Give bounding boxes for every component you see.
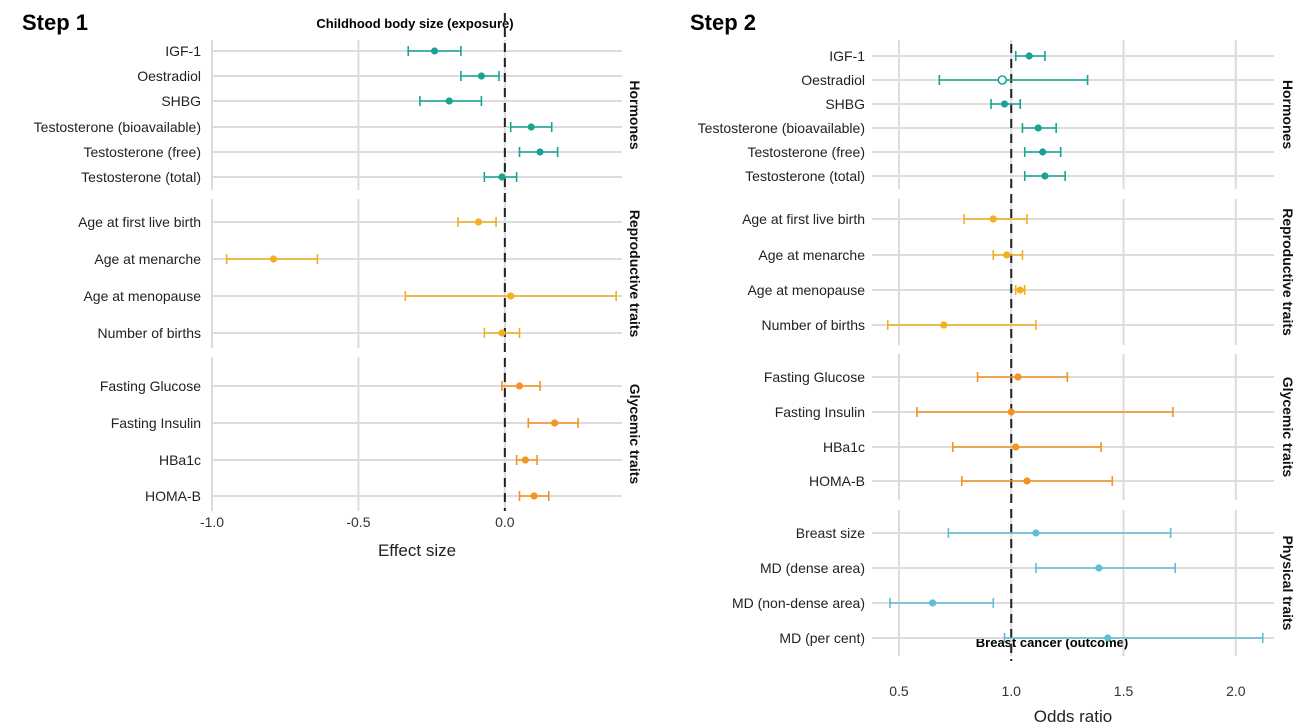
step-2-reproductive-traits-age-at-first-live-birth-label: Age at first live birth	[742, 211, 865, 227]
step-2-hormones-testosterone-bioavailable-point	[1034, 124, 1042, 132]
step-2-hormones-testosterone-free-label: Testosterone (free)	[748, 144, 866, 160]
step-2-reproductive-traits-age-at-menopause-point	[1016, 286, 1024, 294]
step-1-hormones-igf-1-point	[430, 47, 439, 55]
step-2-reproductive-traits-group-label: Reproductive traits	[1280, 208, 1296, 336]
step-1-hormones-testosterone-total-label: Testosterone (total)	[81, 169, 201, 185]
step-1-x-tick-label: -0.5	[346, 514, 370, 530]
step-1-hormones-shbg-label: SHBG	[161, 93, 201, 109]
step-2-hormones-group-label: Hormones	[1280, 80, 1296, 149]
step-2-physical-traits-md-dense-area-label: MD (dense area)	[760, 560, 865, 576]
step-2-glycemic-traits-hba1c-point	[1012, 443, 1020, 451]
step-2-physical-traits-md-non-dense-area-label: MD (non-dense area)	[732, 595, 865, 611]
step-1-title: Step 1	[22, 10, 89, 35]
step-2-x-tick-label: 0.5	[889, 683, 909, 699]
step-2-hormones-igf-1-label: IGF-1	[829, 48, 865, 64]
step-2-glycemic-traits-homa-b-label: HOMA-B	[809, 473, 865, 489]
step-1-hormones-testosterone-total-point	[498, 173, 506, 181]
step-2-hormones-igf-1-point	[1025, 52, 1033, 60]
step-2-reproductive-traits-age-at-first-live-birth-point	[989, 215, 997, 223]
step-1-glycemic-traits-homa-b-label: HOMA-B	[145, 488, 201, 504]
step-1-panel: Childhood body size (exposure) Hormones IG…	[34, 13, 643, 560]
step-2-hormones-testosterone-free-point	[1039, 148, 1047, 156]
step-2-glycemic-traits-fasting-glucose-label: Fasting Glucose	[764, 369, 865, 385]
step-2-x-tick-label: 1.0	[1002, 683, 1022, 699]
step-1-reproductive-traits-number-of-births-label: Number of births	[98, 325, 201, 341]
step-2-physical-traits-md-per-cent-label: MD (per cent)	[779, 630, 865, 646]
step-2-hormones-shbg-label: SHBG	[825, 96, 865, 112]
step-2-glycemic-traits-group-label: Glycemic traits	[1280, 377, 1296, 478]
step-2-x-axis-title: Odds ratio	[1034, 707, 1112, 726]
step-1-hormones-igf-1-label: IGF-1	[165, 43, 201, 59]
step-1-reproductive-traits-age-at-first-live-birth-point	[474, 218, 483, 226]
step-2-x-tick-label: 1.5	[1114, 683, 1134, 699]
step-1-reproductive-traits-age-at-menarche-label: Age at menarche	[94, 251, 201, 267]
step-2-hormones-testosterone-bioavailable-label: Testosterone (bioavailable)	[698, 120, 865, 136]
step-2-glycemic-traits-fasting-insulin-label: Fasting Insulin	[775, 404, 865, 420]
step-2-hormones-oestradiol-point	[997, 75, 1008, 85]
step-1-reproductive-traits-age-at-menopause-label: Age at menopause	[83, 288, 201, 304]
step-1-x-axis-title: Effect size	[378, 541, 456, 560]
step-2-glycemic-traits-fasting-insulin-point	[1007, 408, 1015, 416]
step-2-x-tick-label: 2.0	[1226, 683, 1246, 699]
step-2-reproductive-traits-age-at-menarche-point	[1003, 251, 1011, 259]
step-2-title: Step 2	[690, 10, 757, 35]
step-2-glycemic-traits-hba1c-label: HBa1c	[823, 439, 865, 455]
step-2-glycemic-traits-homa-b-point	[1023, 477, 1031, 485]
step-2-physical-traits-group-label: Physical traits	[1280, 536, 1296, 631]
step-1-hormones-testosterone-bioavailable-label: Testosterone (bioavailable)	[34, 119, 201, 135]
step-2-panel: Breast cancer (outcome)HormonesIGF-1Oest…	[698, 40, 1296, 726]
step-1-hormones-group-label: Hormones	[627, 80, 643, 149]
step-1-reproductive-traits-age-at-menarche-point	[269, 255, 278, 263]
step-2-physical-traits-breast-size-point	[1032, 529, 1040, 537]
step-1-glycemic-traits-fasting-glucose-point	[515, 382, 524, 390]
step-1-glycemic-traits-fasting-insulin-point	[551, 419, 559, 427]
step-2-hormones-shbg-point	[1000, 100, 1009, 108]
step-1-glycemic-traits-group-label: Glycemic traits	[627, 384, 643, 485]
step-1-hormones-shbg-point	[445, 97, 453, 105]
step-1-hormones-testosterone-free-label: Testosterone (free)	[84, 144, 202, 160]
step-2-physical-traits-md-dense-area-point	[1095, 564, 1103, 572]
step-1-reproductive-traits-group-label: Reproductive traits	[627, 210, 643, 338]
step-1-hormones-oestradiol-point	[477, 72, 486, 80]
step-1-hormones-testosterone-free-point	[536, 148, 544, 156]
step-2-physical-traits-md-per-cent-point	[1104, 634, 1112, 642]
step-2-hormones-testosterone-total-label: Testosterone (total)	[745, 168, 865, 184]
step-1-x-tick-label: 0.0	[495, 514, 515, 530]
step-2-physical-traits-breast-size-label: Breast size	[796, 525, 865, 541]
step-2-reproductive-traits-number-of-births-point	[940, 321, 948, 329]
step-1-glycemic-traits-fasting-insulin-label: Fasting Insulin	[111, 415, 201, 431]
step-2-hormones-testosterone-total-point	[1041, 172, 1049, 180]
step-1-hormones-testosterone-bioavailable-point	[527, 123, 535, 131]
step-1-glycemic-traits-fasting-glucose-label: Fasting Glucose	[100, 378, 201, 394]
step-1-hormones-oestradiol-label: Oestradiol	[137, 68, 201, 84]
step-1-reproductive-traits-number-of-births-point	[498, 329, 506, 337]
step-2-physical-traits-md-non-dense-area-point	[929, 599, 937, 607]
step-1-x-tick-label: -1.0	[200, 514, 224, 530]
step-2-glycemic-traits-fasting-glucose-point	[1014, 373, 1022, 381]
step-2-hormones-oestradiol-label: Oestradiol	[801, 72, 865, 88]
step-2-reproductive-traits-age-at-menopause-label: Age at menopause	[747, 282, 865, 298]
step-1-glycemic-traits-hba1c-point	[521, 456, 529, 464]
step-1-glycemic-traits-hba1c-label: HBa1c	[159, 452, 201, 468]
step-2-reproductive-traits-age-at-menarche-label: Age at menarche	[758, 247, 865, 263]
step-1-glycemic-traits-homa-b-point	[530, 492, 538, 500]
step-1-reproductive-traits-age-at-menopause-point	[507, 292, 515, 300]
step-1-reproductive-traits-age-at-first-live-birth-label: Age at first live birth	[78, 214, 201, 230]
step-2-reproductive-traits-number-of-births-label: Number of births	[762, 317, 865, 333]
step-1-plot-title: Childhood body size (exposure)	[316, 16, 513, 31]
